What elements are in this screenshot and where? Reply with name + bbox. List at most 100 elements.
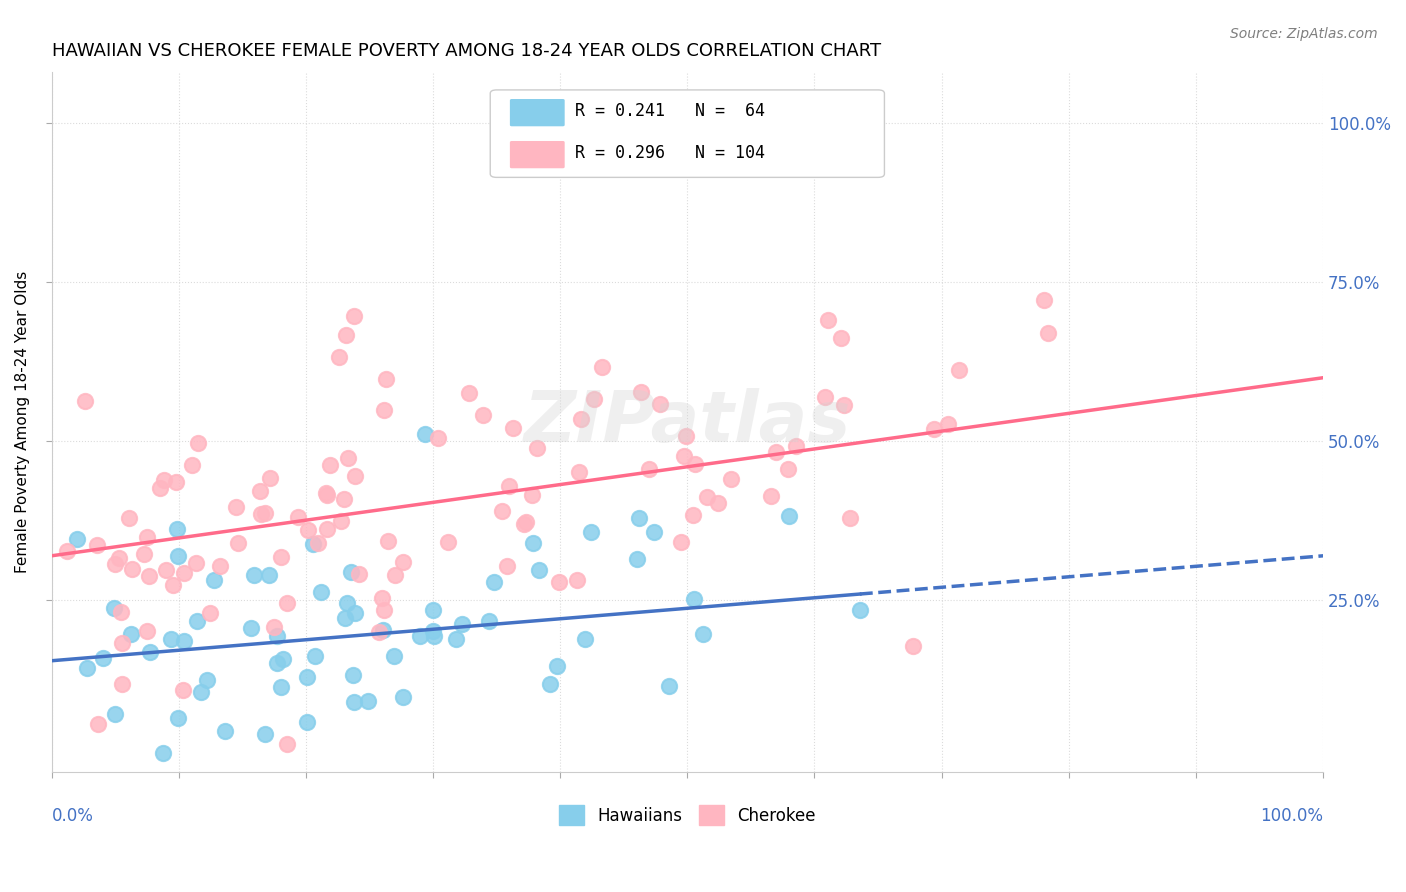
Point [287,510,309,524]
Point [152,746,174,760]
Point [66,532,89,546]
Point [336,450,359,465]
Point [155,563,177,577]
Point [148,481,170,495]
Point [839,511,862,525]
Point [173,566,195,581]
Point [276,737,298,751]
Text: HAWAIIAN VS CHEROKEE FEMALE POVERTY AMONG 18-24 YEAR OLDS CORRELATION CHART: HAWAIIAN VS CHEROKEE FEMALE POVERTY AMON… [52,42,880,60]
Point [56,543,79,558]
Point [669,535,692,549]
Point [187,436,209,450]
Point [208,558,231,573]
Point [297,523,319,537]
Point [266,629,288,643]
Point [329,514,352,528]
Point [253,727,276,741]
Point [901,639,924,653]
Point [271,651,294,665]
Point [263,620,285,634]
Point [349,567,371,582]
Point [478,614,501,628]
Point [683,591,706,606]
Point [270,550,292,565]
Point [547,575,569,590]
Point [335,328,357,343]
Point [160,632,183,646]
Point [373,403,395,417]
Point [471,408,494,422]
Point [180,458,202,472]
Point [167,549,190,564]
Point [104,557,127,571]
Point [565,574,588,588]
Point [342,668,364,682]
Point [165,475,187,489]
Point [574,632,596,647]
Point [1036,326,1059,341]
Point [304,648,326,663]
Point [522,535,544,549]
Point [166,522,188,536]
Point [948,362,970,376]
Point [422,603,444,617]
FancyBboxPatch shape [491,90,884,178]
Point [134,547,156,561]
Point [765,445,787,459]
Point [936,417,959,431]
Text: R = 0.296   N = 104: R = 0.296 N = 104 [575,144,765,161]
Point [495,559,517,574]
Point [371,624,394,638]
Point [458,386,481,401]
Point [197,673,219,687]
Point [257,568,280,582]
Point [568,465,591,479]
Point [344,606,367,620]
Point [922,422,945,436]
Point [166,711,188,725]
Point [520,488,543,502]
Point [720,472,742,486]
Point [108,551,131,566]
Legend: Hawaiians, Cherokee: Hawaiians, Cherokee [551,797,824,834]
Point [673,450,696,464]
Text: R = 0.241   N =  64: R = 0.241 N = 64 [575,102,765,120]
Point [172,683,194,698]
Point [139,645,162,659]
Point [658,679,681,693]
Point [162,578,184,592]
Point [202,573,225,587]
Point [817,312,839,326]
Point [630,385,652,400]
Point [311,585,333,599]
Point [638,461,661,475]
Point [328,350,350,364]
Y-axis label: Female Poverty Among 18-24 Year Olds: Female Poverty Among 18-24 Year Olds [15,271,30,574]
Point [243,567,266,582]
Point [814,390,837,404]
Point [422,624,444,639]
Point [138,569,160,583]
Point [253,506,276,520]
Point [484,574,506,589]
Point [581,524,603,539]
Point [226,536,249,550]
Point [776,462,799,476]
Point [648,396,671,410]
Point [249,483,271,498]
Point [382,649,405,664]
Point [675,429,697,443]
Point [186,556,208,570]
Point [259,471,281,485]
Point [538,677,561,691]
Point [240,621,263,635]
Point [515,515,537,529]
Point [135,530,157,544]
Point [626,552,648,566]
Point [785,439,807,453]
Text: 100.0%: 100.0% [1260,807,1323,825]
Point [422,629,444,643]
Point [357,694,380,708]
Point [451,616,474,631]
Point [849,603,872,617]
